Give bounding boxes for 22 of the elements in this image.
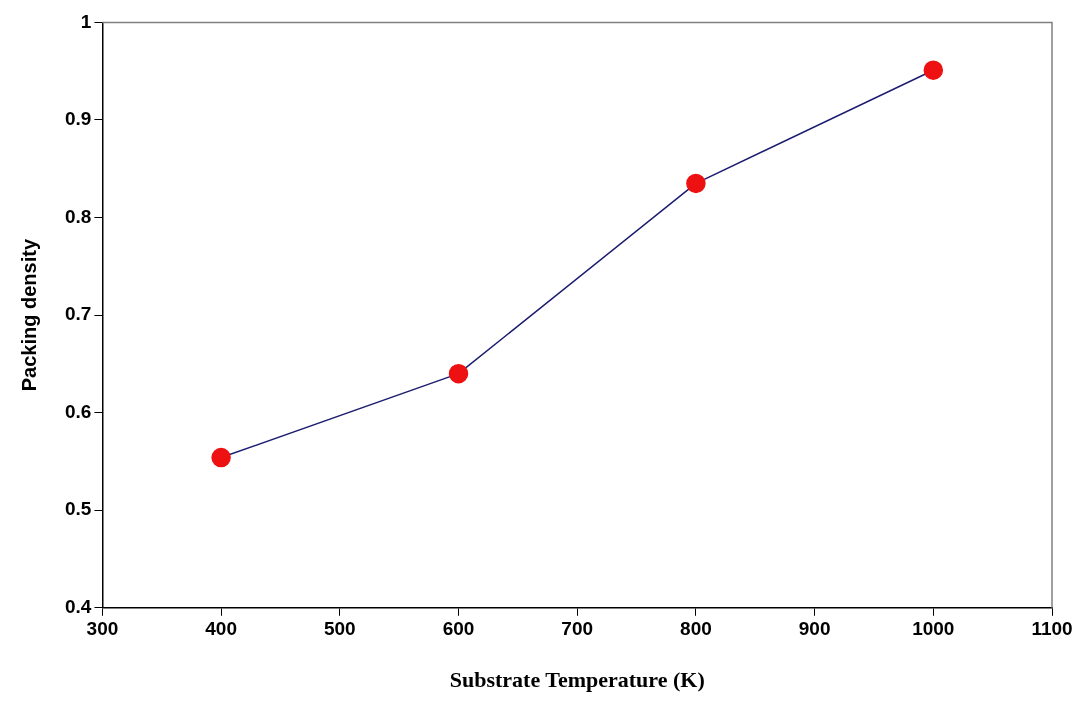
y-tick-label: 0.5 bbox=[64, 498, 92, 520]
x-tick-label: 300 bbox=[86, 618, 119, 640]
y-tick-label: 0.4 bbox=[64, 596, 92, 618]
y-tick-label: 0.6 bbox=[64, 400, 92, 422]
y-axis-title: Packing density bbox=[17, 238, 40, 392]
x-tick-label: 1100 bbox=[1031, 618, 1073, 640]
x-tick-label: 800 bbox=[680, 618, 712, 640]
y-tick-label: 0.8 bbox=[64, 205, 92, 227]
x-axis-title: Substrate Temperature (K) bbox=[449, 667, 705, 693]
x-tick-label: 900 bbox=[798, 618, 831, 640]
x-tick-label: 600 bbox=[442, 618, 475, 640]
x-tick-label: 500 bbox=[323, 618, 356, 640]
point bbox=[448, 363, 469, 384]
point bbox=[686, 173, 706, 194]
y-tick-label: 1 bbox=[80, 10, 92, 32]
point bbox=[923, 60, 944, 80]
x-tick-label: 400 bbox=[205, 618, 237, 640]
y-tick-label: 0.9 bbox=[64, 108, 92, 130]
x-tick-label: 1000 bbox=[912, 618, 955, 640]
y-tick-label: 0.7 bbox=[64, 303, 92, 325]
point bbox=[211, 447, 231, 468]
x-tick-label: 700 bbox=[561, 618, 594, 640]
